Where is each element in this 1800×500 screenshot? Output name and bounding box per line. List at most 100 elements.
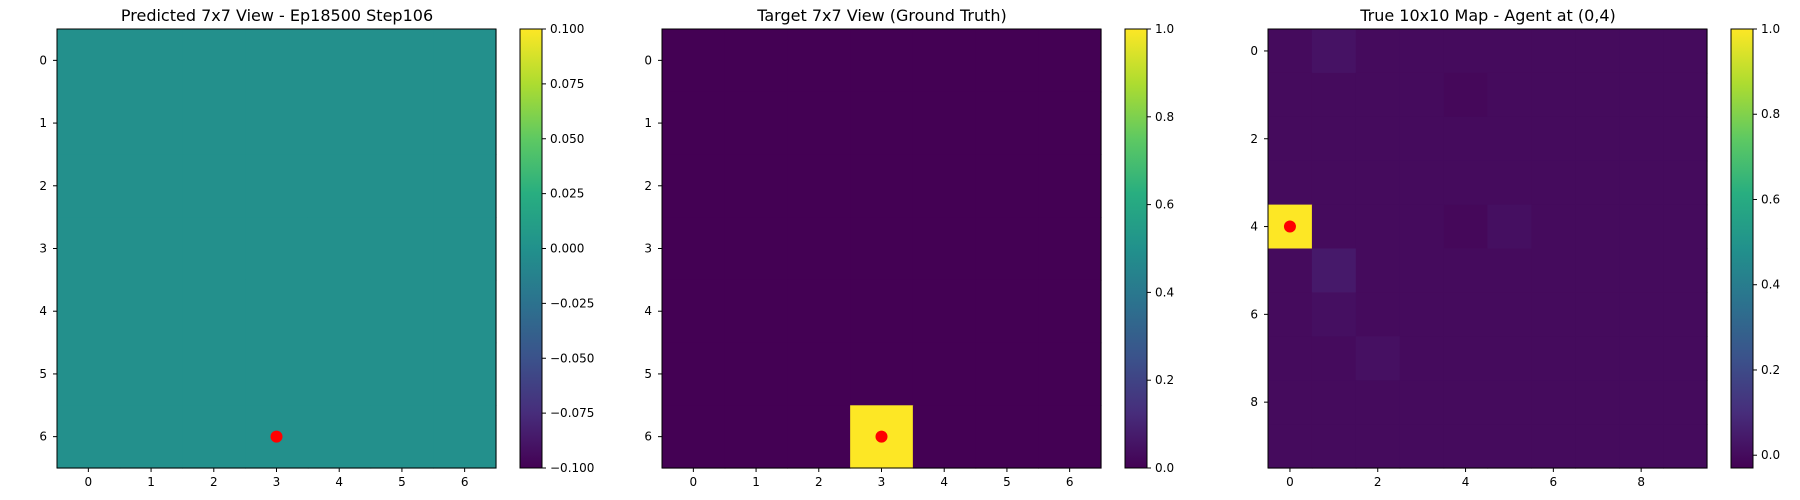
- panel-true-map: True 10x10 Map - Agent at (0,4) 0 2 4 6 8 0 2 4…: [1250, 6, 1780, 489]
- heatmap-cell: [433, 29, 497, 93]
- heatmap-cell: [433, 217, 497, 281]
- heatmap-cell: [182, 279, 246, 344]
- heatmap-cell: [1487, 160, 1532, 206]
- plot-frame: [661, 28, 1102, 469]
- heatmap-cell: [1663, 292, 1708, 337]
- heatmap-cell: [245, 279, 309, 344]
- heatmap-cell: [1268, 72, 1313, 118]
- y-tick-label: 5: [644, 367, 652, 381]
- heatmap-cell: [1268, 116, 1313, 162]
- chart-title: Predicted 7x7 View - Ep18500 Step106: [121, 6, 433, 25]
- x-tick-label: 4: [335, 475, 343, 489]
- heatmap-cell: [912, 405, 977, 469]
- heatmap-cell: [1355, 380, 1401, 425]
- heatmap-cell: [1619, 29, 1664, 74]
- colorbar: 0.100 0.075 0.050 0.025 0.000 −0.025 −0.050 −0.…: [519, 22, 594, 475]
- heatmap-cell: [912, 342, 977, 406]
- heatmap-cell: [1531, 29, 1576, 74]
- heatmap-cell: [1575, 29, 1620, 74]
- heatmap-cell: [1311, 116, 1357, 162]
- heatmap-cell: [57, 91, 121, 156]
- heatmap-cell: [1575, 72, 1620, 118]
- heatmap-cell: [1038, 279, 1102, 344]
- colorbar-tick-label: 0.2: [1761, 363, 1780, 377]
- heatmap-cell: [119, 279, 184, 344]
- heatmap-cell: [1663, 380, 1708, 425]
- colorbar-gradient: [1730, 28, 1754, 469]
- heatmap-cell: [662, 279, 726, 344]
- colorbar-tick-label: −0.075: [550, 406, 594, 420]
- heatmap-cell: [307, 342, 372, 406]
- colorbar-tick-label: 0.8: [1761, 107, 1780, 121]
- axis-ticks: 0 1 2 3 4 5 6 0 1 2 3 4 5 6: [39, 53, 468, 489]
- colorbar-tick-label: 0.0: [1761, 448, 1780, 462]
- heatmap-cell: [850, 29, 914, 93]
- y-tick-label: 6: [39, 430, 47, 444]
- colorbar-tick-label: −0.025: [550, 296, 594, 310]
- heatmap-cell: [245, 91, 309, 156]
- heatmap-cell: [1311, 336, 1357, 381]
- heatmap-cell: [1487, 204, 1532, 250]
- heatmap-cell: [1487, 336, 1532, 381]
- x-tick-label: 0: [1286, 475, 1294, 489]
- agent-dot: [1283, 220, 1296, 233]
- y-tick-label: 0: [1250, 44, 1258, 58]
- heatmap-cell: [1399, 292, 1445, 337]
- x-tick-label: 2: [815, 475, 823, 489]
- heatmap-cell: [1355, 336, 1401, 381]
- heatmap-cell: [724, 29, 789, 93]
- heatmap-cell: [57, 279, 121, 344]
- heatmap-cell: [850, 91, 914, 156]
- heatmap-cell: [1487, 72, 1532, 118]
- heatmap-cell: [1487, 380, 1532, 425]
- x-tick-label: 4: [1462, 475, 1470, 489]
- heatmap-cell: [370, 91, 434, 156]
- heatmap-cell: [1619, 72, 1664, 118]
- heatmap-cell: [850, 217, 914, 281]
- heatmap-cell: [1663, 424, 1708, 469]
- heatmap-cell: [1531, 204, 1576, 250]
- x-tick-label: 3: [273, 475, 281, 489]
- heatmap-cell: [1575, 380, 1620, 425]
- heatmap-cell: [1531, 116, 1576, 162]
- heatmap-cell: [370, 217, 434, 281]
- heatmap-cell: [1663, 72, 1708, 118]
- heatmap-cell: [662, 91, 726, 156]
- x-tick-label: 0: [85, 475, 93, 489]
- y-tick-label: 3: [39, 242, 47, 256]
- x-tick-label: 0: [690, 475, 698, 489]
- y-tick-label: 8: [1250, 395, 1258, 409]
- heatmap-cell: [370, 342, 434, 406]
- heatmap-cell: [662, 217, 726, 281]
- heatmap-cell: [1355, 292, 1401, 337]
- heatmap-cell: [975, 91, 1039, 156]
- colorbar-ticks: 1.0 0.8 0.6 0.4 0.2 0.0: [1753, 22, 1780, 462]
- heatmap-cell: [245, 342, 309, 406]
- heatmap-cell: [1399, 380, 1445, 425]
- heatmap-cell: [1399, 424, 1445, 469]
- x-tick-label: 8: [1637, 475, 1645, 489]
- heatmap-cell: [1487, 292, 1532, 337]
- heatmap-cell: [1268, 336, 1313, 381]
- heatmap-cells: [57, 29, 497, 469]
- colorbar-tick-label: 0.025: [550, 187, 584, 201]
- heatmap-cell: [1399, 336, 1445, 381]
- heatmap-cell: [1575, 292, 1620, 337]
- heatmap-cell: [119, 154, 184, 218]
- heatmap-cell: [1575, 248, 1620, 293]
- heatmap-cell: [975, 342, 1039, 406]
- colorbar-tick-label: 0.000: [550, 242, 584, 256]
- heatmap-cell: [1268, 160, 1313, 206]
- heatmap-cell: [433, 342, 497, 406]
- heatmap-cell: [182, 154, 246, 218]
- heatmap-cell: [912, 91, 977, 156]
- heatmap-cell: [245, 217, 309, 281]
- heatmap-cell: [370, 29, 434, 93]
- heatmap-cell: [1355, 424, 1401, 469]
- heatmap-cell: [1268, 380, 1313, 425]
- heatmap-cell: [1531, 292, 1576, 337]
- heatmap-cell: [662, 405, 726, 469]
- heatmap-cell: [1443, 116, 1489, 162]
- heatmap-cell: [662, 342, 726, 406]
